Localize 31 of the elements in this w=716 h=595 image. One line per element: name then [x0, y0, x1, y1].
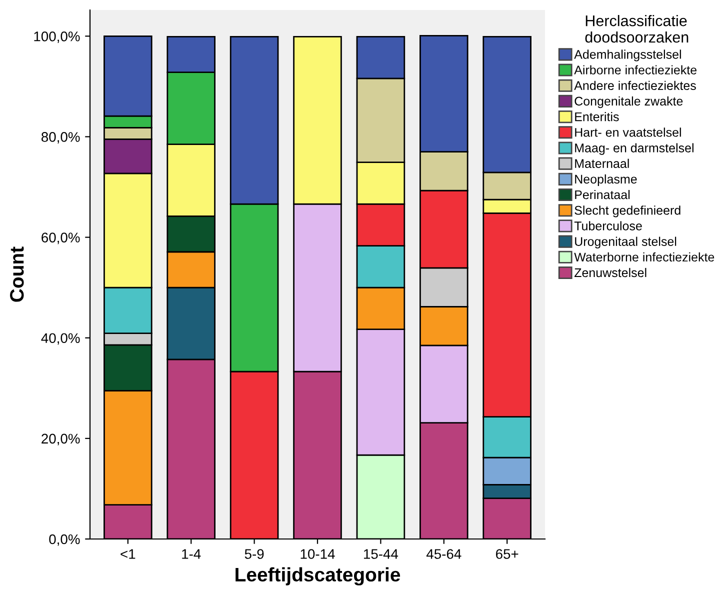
legend-label: Enteritis — [575, 112, 619, 122]
x-tick-label: 10-14 — [300, 549, 335, 559]
legend-label: Waterborne infectieziekte — [574, 252, 714, 262]
legend-title: Herclassificatie doodsoorzaken — [585, 15, 688, 43]
legend-label: Perinataal — [575, 190, 630, 200]
x-tick-label: 1-4 — [182, 549, 201, 559]
y-tick-label: 20,0% — [42, 434, 80, 446]
y-tick-label: 60,0% — [42, 232, 80, 244]
x-tick-label: 45-64 — [426, 549, 462, 559]
y-tick-label: 0,0% — [49, 534, 80, 546]
x-tick-label: 15-44 — [364, 549, 398, 559]
y-tick-label: 100,0% — [34, 31, 80, 43]
legend-label: Ademhalingsstelsel — [574, 50, 681, 62]
legend-label: Zenuwstelsel — [574, 268, 646, 278]
legend-label: Maag- en darmstelsel — [575, 143, 694, 155]
y-axis-title: Count — [10, 246, 24, 302]
x-tick-label: 65+ — [496, 549, 518, 559]
x-tick-label: <1 — [120, 549, 136, 559]
legend-label: Andere infectieziektes — [574, 80, 696, 90]
legend-label: Urogenitaal stelsel — [575, 236, 676, 248]
legend-label: Maternaal — [575, 158, 629, 168]
legend-label: Hart- en vaatstelsel — [575, 128, 681, 137]
legend-label: Tuberculose — [574, 221, 642, 230]
legend-label: Neoplasme — [575, 174, 637, 186]
legend-label: Slecht gedefinieerd — [574, 206, 680, 218]
y-tick-label: 80,0% — [42, 132, 80, 144]
x-tick-label: 5-9 — [244, 549, 264, 559]
y-tick-label: 40,0% — [41, 333, 80, 345]
legend-label: Congenitale zwakte — [574, 96, 683, 108]
legend-label: Airborne infectieziekte — [574, 65, 697, 74]
x-axis-title: Leeftijdscategorie — [236, 567, 400, 586]
